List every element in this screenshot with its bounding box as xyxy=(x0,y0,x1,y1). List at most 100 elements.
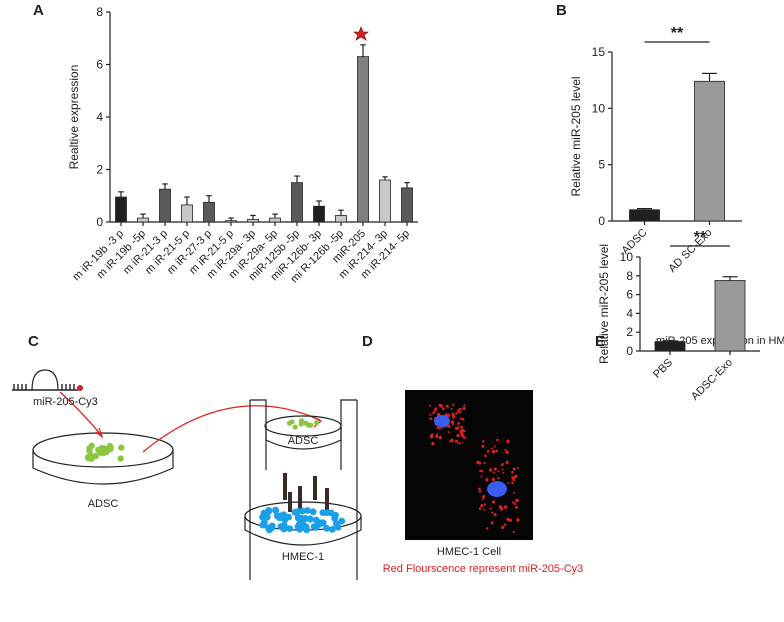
spot xyxy=(491,477,496,482)
spot xyxy=(450,407,453,410)
spot xyxy=(498,505,503,509)
spot xyxy=(491,447,494,450)
cell xyxy=(299,520,307,528)
bar xyxy=(137,217,149,223)
spot xyxy=(445,404,449,408)
spot xyxy=(483,461,486,465)
spot xyxy=(481,444,485,448)
x-tick-label: AD SC-Exo xyxy=(666,227,714,275)
bar xyxy=(291,182,303,223)
spot xyxy=(486,449,490,453)
cell xyxy=(107,445,114,453)
spot xyxy=(511,481,514,485)
cell xyxy=(273,512,281,520)
spot xyxy=(457,410,461,414)
y-axis-label: Relative miR-205 level xyxy=(569,76,583,196)
spot xyxy=(462,406,466,411)
spot xyxy=(462,436,466,440)
x-tick-label: ADSC-Exo xyxy=(689,357,735,403)
fluorescence xyxy=(429,403,520,534)
probe-label: miR-205-Cy3 xyxy=(33,396,98,408)
bar xyxy=(247,218,259,223)
spot xyxy=(436,433,439,436)
spot xyxy=(452,404,455,407)
cell xyxy=(301,515,309,522)
panel-label: E xyxy=(595,333,605,350)
spot xyxy=(504,448,507,452)
cell xyxy=(294,508,302,515)
bar xyxy=(115,196,127,223)
y-tick-label: 4 xyxy=(626,306,633,320)
spot xyxy=(459,417,463,420)
spot xyxy=(516,518,520,522)
cell xyxy=(261,518,268,526)
spot xyxy=(447,413,450,417)
y-axis-label: Realtive expression xyxy=(67,65,81,170)
cell xyxy=(304,507,311,514)
panel-label: B xyxy=(556,2,567,19)
diagram xyxy=(12,369,362,580)
bar xyxy=(654,341,686,352)
spot xyxy=(438,435,442,440)
panel-label: A xyxy=(33,2,44,19)
spot xyxy=(488,468,493,472)
spot xyxy=(501,468,504,471)
bar xyxy=(629,209,660,222)
spot xyxy=(490,521,494,525)
cell xyxy=(95,446,102,454)
cell xyxy=(117,455,124,462)
spot xyxy=(435,434,439,439)
cell xyxy=(305,422,312,428)
cell xyxy=(280,513,288,521)
spot xyxy=(450,420,455,425)
spot xyxy=(461,442,464,444)
spot xyxy=(483,503,486,506)
spot xyxy=(496,438,499,442)
spot xyxy=(489,507,492,510)
y-tick-label: 10 xyxy=(592,101,606,115)
bar xyxy=(694,80,725,222)
spot xyxy=(490,511,494,514)
cell xyxy=(303,526,311,534)
spot xyxy=(456,433,460,438)
spot xyxy=(480,475,483,478)
spot xyxy=(434,409,437,412)
y-tick-label: 0 xyxy=(626,344,633,358)
spot xyxy=(511,476,515,480)
spot xyxy=(511,501,515,504)
cell xyxy=(309,508,317,516)
spot xyxy=(457,421,461,425)
spot xyxy=(441,407,445,411)
spot xyxy=(492,471,495,474)
spot xyxy=(429,417,433,421)
bar xyxy=(401,187,413,223)
spot xyxy=(497,470,500,473)
cell xyxy=(310,523,318,530)
cell xyxy=(331,514,339,522)
spot xyxy=(514,505,518,509)
spot xyxy=(507,482,510,485)
bar xyxy=(203,201,215,223)
y-tick-label: 4 xyxy=(96,110,103,124)
nucleus xyxy=(487,481,507,497)
bar xyxy=(335,215,347,223)
spot xyxy=(485,478,489,482)
spot xyxy=(446,424,451,428)
spot xyxy=(502,471,505,474)
cell xyxy=(314,419,320,426)
cell-dots xyxy=(84,418,346,534)
cell xyxy=(292,424,298,430)
cell xyxy=(84,454,92,462)
y-tick-label: 6 xyxy=(96,58,103,72)
significance-label: ** xyxy=(671,25,684,42)
spot xyxy=(481,440,485,443)
cell xyxy=(328,525,336,533)
spot xyxy=(458,407,461,410)
insert-label: ADSC xyxy=(288,435,319,447)
cell xyxy=(332,520,340,527)
spot xyxy=(503,523,507,526)
y-tick-label: 5 xyxy=(598,158,605,172)
cell xyxy=(312,516,320,524)
spot xyxy=(438,403,442,407)
